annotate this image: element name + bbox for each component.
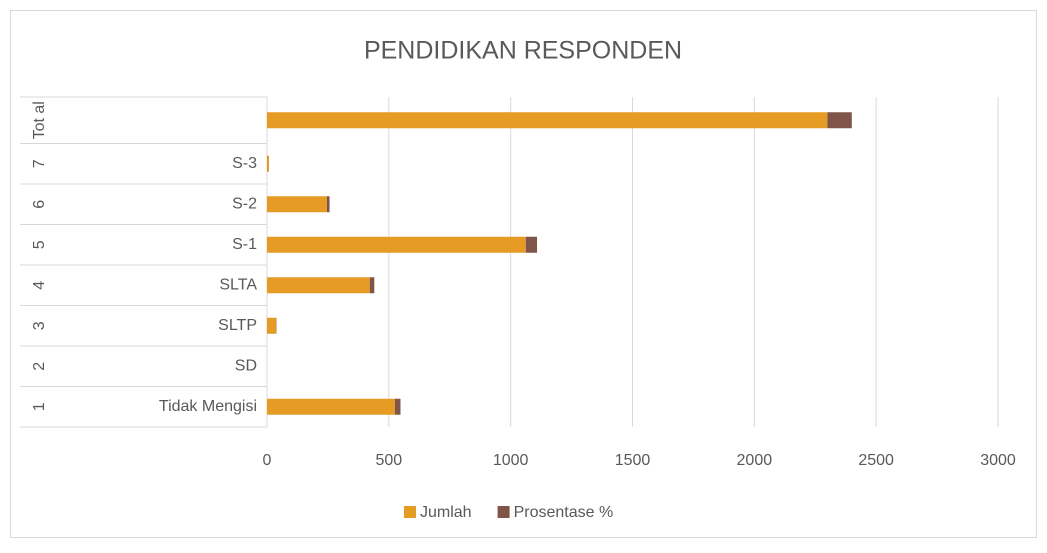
chart-title: PENDIDIKAN RESPONDEN: [364, 37, 682, 65]
legend-swatch: [404, 506, 416, 518]
category-group-label: 6: [31, 200, 48, 209]
bar-segment: [327, 196, 330, 212]
bar-segment: [267, 318, 276, 334]
category-group-label: 7: [31, 159, 48, 168]
bar-segment: [267, 237, 526, 253]
y-tick-label: S-3: [232, 155, 257, 172]
bar-segment: [267, 196, 327, 212]
bar-segment: [370, 277, 374, 293]
x-tick-label: 0: [263, 452, 272, 469]
bar-segment: [526, 237, 537, 253]
category-group-label: 1: [31, 402, 48, 411]
bar-segment: [827, 112, 851, 128]
legend-label: Jumlah: [420, 504, 472, 521]
bar-segment: [267, 156, 269, 172]
bar-segment: [267, 399, 395, 415]
x-tick-label: 2000: [737, 452, 773, 469]
x-tick-label: 3000: [980, 452, 1016, 469]
x-tick-label: 1000: [493, 452, 529, 469]
y-tick-label: S-1: [232, 236, 257, 253]
category-group-label: 2: [31, 362, 48, 371]
bar-segment: [267, 277, 370, 293]
y-tick-label: Tidak Mengisi: [159, 398, 257, 415]
legend-swatch: [498, 506, 510, 518]
x-tick-label: 2500: [858, 452, 894, 469]
y-tick-label: SLTP: [218, 317, 257, 334]
category-group-label: 3: [31, 321, 48, 330]
category-group-label: 4: [31, 281, 48, 290]
legend-label: Prosentase %: [514, 504, 614, 521]
bar-segment: [267, 112, 827, 128]
y-tick-label: SD: [235, 357, 257, 374]
category-group-label: 5: [31, 240, 48, 249]
x-tick-label: 1500: [615, 452, 651, 469]
bar-segment: [395, 399, 401, 415]
y-tick-label: SLTA: [219, 276, 257, 293]
y-tick-label: S-2: [232, 195, 257, 212]
x-tick-label: 500: [375, 452, 402, 469]
category-group-label: Tot al: [31, 101, 48, 139]
